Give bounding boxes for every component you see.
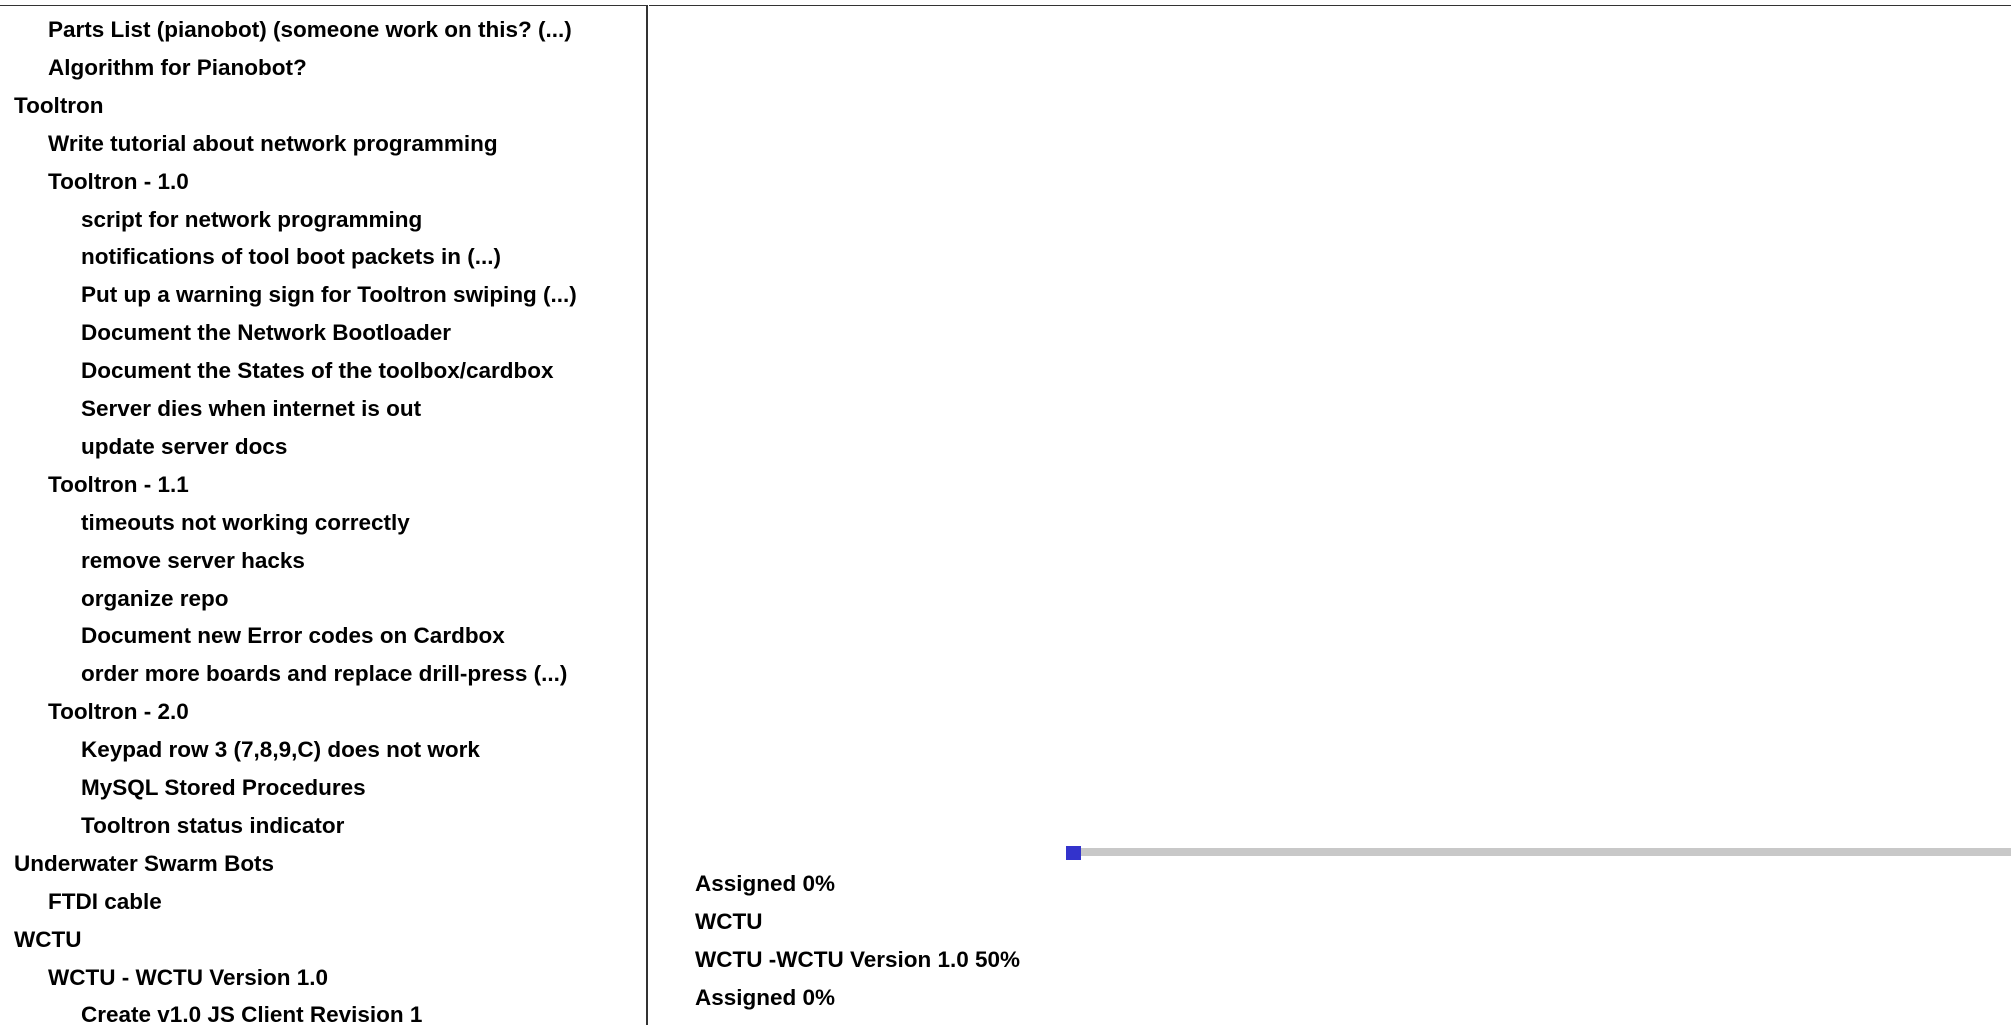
tree-task-item[interactable]: Server dies when internet is out <box>81 396 422 421</box>
tree-milestone-item[interactable]: Algorithm for Pianobot? <box>48 54 307 80</box>
tree-task-item[interactable]: Document the States of the toolbox/cardb… <box>81 358 554 384</box>
task-tree-pane: Parts List (pianobot) (someone work on t… <box>0 5 648 1025</box>
assigned-percent-label-2: Assigned 0% <box>695 985 836 1010</box>
tree-task-item[interactable]: Tooltron status indicator <box>81 812 345 838</box>
assigned-percent-label: Assigned 0% <box>695 871 836 896</box>
project-name-label: WCTU <box>695 909 763 934</box>
tree-task-item[interactable]: MySQL Stored Procedures <box>81 775 366 800</box>
tree-milestone-item[interactable]: Parts List (pianobot) (someone work on t… <box>48 17 572 42</box>
milestone-progress-label: WCTU -WCTU Version 1.0 50% <box>695 947 1021 972</box>
tree-milestone-item[interactable]: Write tutorial about network programming <box>48 130 498 156</box>
progress-track <box>1066 848 2011 856</box>
tree-task-item[interactable]: Document new Error codes on Cardbox <box>81 623 505 649</box>
tree-milestone-item[interactable]: FTDI cable <box>48 888 162 914</box>
tree-task-item[interactable]: Keypad row 3 (7,8,9,C) does not work <box>81 737 480 763</box>
tree-project-item[interactable]: WCTU <box>14 926 82 952</box>
tree-task-item[interactable]: order more boards and replace drill-pres… <box>81 661 568 687</box>
tree-task-item[interactable]: script for network programming <box>81 206 423 232</box>
progress-slider-handle[interactable] <box>1066 846 1081 860</box>
tree-task-item[interactable]: notifications of tool boot packets in (.… <box>81 244 501 270</box>
tree-task-item[interactable]: Put up a warning sign for Tooltron swipi… <box>81 282 577 308</box>
tree-milestone-item[interactable]: Tooltron - 1.0 <box>48 168 189 194</box>
tree-task-item[interactable]: organize repo <box>81 585 229 611</box>
tree-task-item[interactable]: Document the Network Bootloader <box>81 320 452 346</box>
tree-task-item[interactable]: remove server hacks <box>81 547 305 573</box>
tree-task-item[interactable]: Create v1.0 JS Client Revision 1 <box>81 1002 423 1025</box>
tree-milestone-item[interactable]: Tooltron - 1.1 <box>48 471 189 497</box>
tree-project-item[interactable]: Tooltron <box>14 92 104 118</box>
tree-milestone-item[interactable]: WCTU - WCTU Version 1.0 <box>48 964 329 990</box>
tree-project-item[interactable]: Underwater Swarm Bots <box>14 850 275 876</box>
tree-task-item[interactable]: update server docs <box>81 433 288 459</box>
task-detail-pane <box>649 5 2011 1025</box>
tree-milestone-item[interactable]: Tooltron - 2.0 <box>48 699 189 725</box>
tree-task-item[interactable]: timeouts not working correctly <box>81 509 410 535</box>
